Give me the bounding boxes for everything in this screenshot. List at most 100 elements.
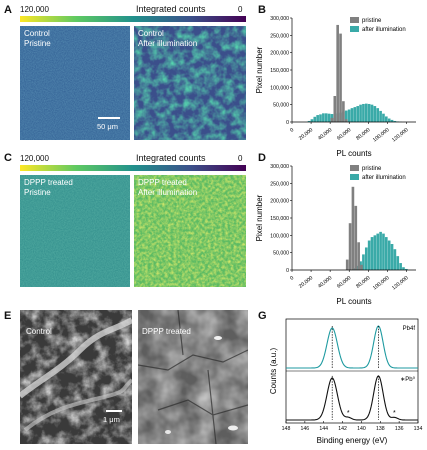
colorbar-title: Integrated counts — [136, 153, 206, 163]
legend-label: pristine — [362, 166, 382, 172]
bar-after-illumination — [367, 103, 371, 122]
x-tick-label: 146 — [301, 426, 310, 432]
bar-pristine — [333, 96, 337, 122]
bar-after-illumination — [405, 268, 408, 270]
bar-pristine — [354, 205, 358, 270]
bar-after-illumination — [393, 249, 397, 270]
bar-pristine — [342, 101, 345, 122]
x-tick-label: 140 — [357, 426, 366, 432]
bar-after-illumination — [364, 247, 368, 270]
colorbar-min-label: 0 — [238, 154, 243, 163]
x-tick-label: 40,000 — [317, 127, 333, 142]
x-tick-label: 100,000 — [372, 127, 391, 143]
scale-bar — [98, 117, 120, 119]
bar-pristine — [345, 259, 349, 270]
panel-letter-b: B — [258, 4, 266, 16]
bar-after-illumination — [385, 116, 388, 122]
bar-after-illumination — [367, 240, 371, 270]
colorbar — [20, 165, 246, 171]
legend-label: after illumination — [362, 27, 406, 33]
y-axis-label: Pixel number — [255, 194, 264, 241]
x-tick-label: 136 — [395, 426, 404, 432]
x-tick-label: 40,000 — [317, 275, 333, 290]
bar-after-illumination — [390, 119, 394, 122]
y-tick-label: 100,000 — [270, 233, 289, 239]
x-tick-label: 60,000 — [336, 275, 352, 290]
bar-after-illumination — [393, 120, 397, 122]
y-tick-label: 150,000 — [270, 68, 289, 74]
pl-map-control-pristine — [20, 26, 130, 140]
xps-chart-g: 148 146 144 142 140 138 136 134 Binding energy (… — [269, 318, 423, 445]
y-axis-label: Pixel number — [255, 46, 264, 93]
sem-texture-f — [138, 310, 248, 444]
x-axis-label: PL counts — [336, 149, 371, 158]
bar-after-illumination — [387, 118, 391, 122]
xps-curve-pb0 — [286, 375, 418, 421]
bar-after-illumination — [319, 114, 322, 122]
x-axis-label: PL counts — [336, 297, 371, 306]
panel-letter-g: G — [258, 310, 267, 322]
y-tick-label: 0 — [286, 120, 289, 126]
x-tick-label: 134 — [414, 426, 423, 432]
panel-letter-e: E — [4, 310, 12, 322]
bar-pristine — [348, 223, 352, 270]
x-tick-label: 60,000 — [336, 127, 352, 142]
pl-map-caption: Control Pristine — [24, 29, 51, 48]
bar-after-illumination — [359, 104, 362, 122]
panel-letter-c: C — [4, 152, 12, 164]
panel-letter-a: A — [4, 4, 12, 16]
bar-after-illumination — [370, 104, 374, 122]
bar-after-illumination — [373, 106, 377, 122]
bar-after-illumination — [313, 116, 317, 122]
y-tick-label: 250,000 — [270, 33, 289, 39]
sem-caption: Control — [26, 327, 52, 336]
bar-after-illumination — [350, 108, 354, 122]
x-tick-label: 80,000 — [355, 127, 371, 142]
bar-pristine — [351, 186, 355, 270]
scale-bar-label: 1 μm — [103, 415, 120, 424]
bar-pristine — [339, 33, 342, 122]
colorbar-max-label: 120,000 — [20, 5, 49, 14]
bar-after-illumination — [324, 113, 328, 122]
noise-texture-a1 — [20, 26, 130, 140]
x-tick-label: 20,000 — [298, 127, 314, 142]
asterisk-annotation: * — [393, 410, 396, 417]
bar-after-illumination — [362, 103, 365, 122]
colorbar-title: Integrated counts — [136, 4, 206, 14]
x-tick-label: 120,000 — [391, 275, 410, 291]
bar-after-illumination — [382, 113, 385, 122]
x-axis-label: Binding energy (eV) — [317, 436, 388, 445]
x-tick-label: 148 — [282, 426, 291, 432]
bar-after-illumination — [390, 244, 394, 270]
x-tick-label: 100,000 — [372, 275, 391, 291]
bar-after-illumination — [356, 106, 360, 122]
colorbar-max-label: 120,000 — [20, 154, 49, 163]
bar-after-illumination — [322, 113, 325, 122]
legend-swatch — [350, 165, 359, 171]
pl-map-dppp-pristine — [20, 175, 130, 287]
panel-letter-d: D — [258, 152, 266, 164]
series-label: ∗Pb⁰ — [400, 376, 415, 383]
scale-bar-label: 50 μm — [97, 122, 118, 131]
asterisk-annotation: * — [347, 410, 350, 417]
bar-after-illumination — [353, 107, 357, 122]
xps-curve-pb4f — [286, 325, 418, 369]
legend-label: pristine — [362, 18, 382, 24]
bar-after-illumination — [399, 263, 402, 270]
bar-after-illumination — [382, 233, 385, 270]
bar-after-illumination — [316, 115, 319, 122]
sem-caption: DPPP treated — [142, 327, 191, 336]
series-label: Pb4f — [403, 326, 416, 332]
legend-swatch — [350, 17, 359, 23]
bar-pristine — [336, 24, 339, 122]
y-tick-label: 150,000 — [270, 216, 289, 222]
pl-map-caption: DPPP treated After illumination — [138, 178, 198, 197]
bar-pristine — [360, 264, 363, 270]
y-tick-label: 50,000 — [273, 251, 289, 257]
x-tick-label: 144 — [319, 426, 328, 432]
noise-texture-c1 — [20, 175, 130, 287]
pl-map-caption: DPPP treated Pristine — [24, 178, 73, 197]
x-tick-label: 0 — [289, 275, 295, 282]
bar-pristine — [357, 242, 360, 270]
y-tick-label: 50,000 — [273, 103, 289, 109]
